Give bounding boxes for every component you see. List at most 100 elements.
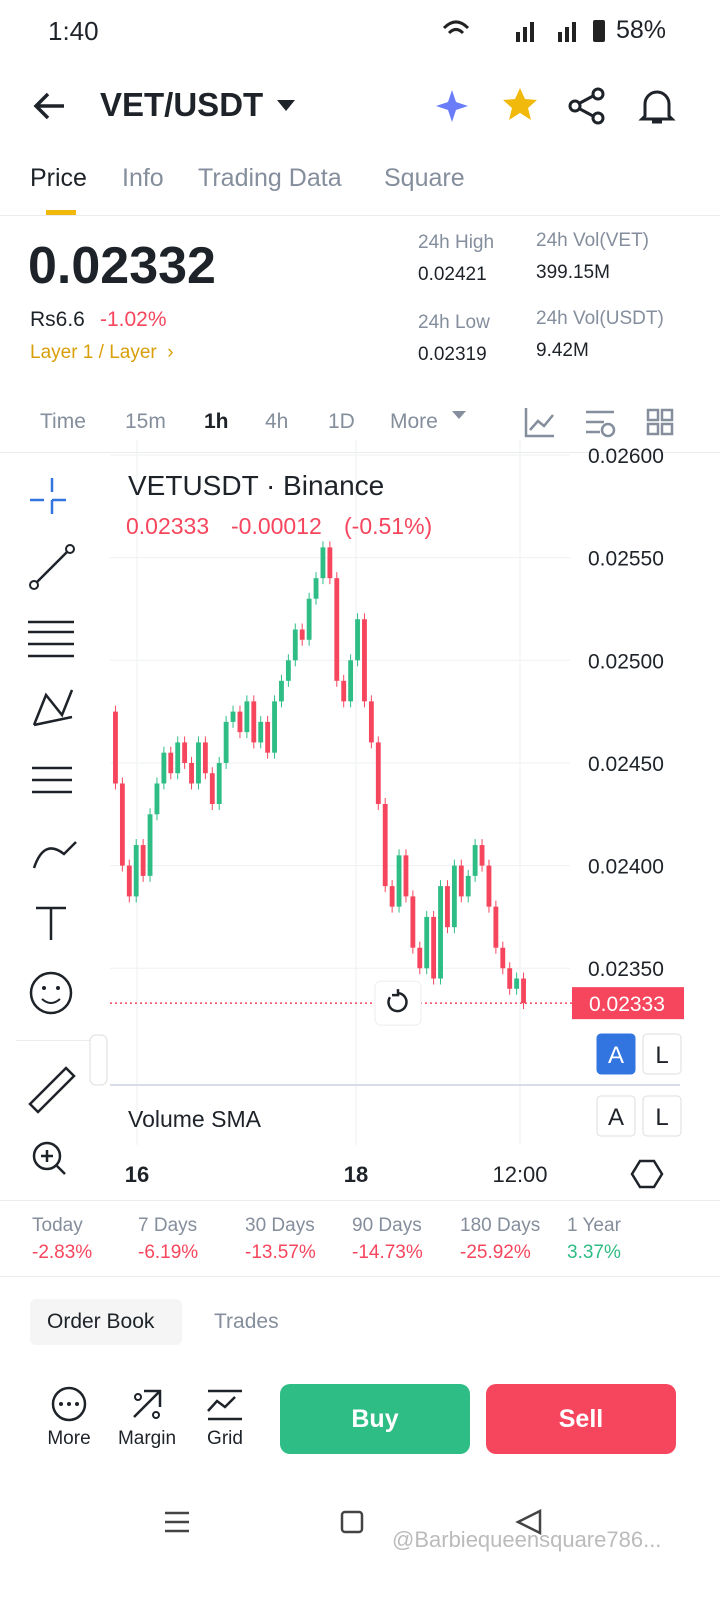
candle bbox=[403, 855, 409, 897]
candle bbox=[230, 711, 236, 722]
candle bbox=[417, 947, 423, 969]
interval[interactable]: 1h bbox=[204, 410, 229, 433]
candle bbox=[382, 804, 388, 887]
scale-l: L bbox=[655, 1104, 668, 1131]
candle bbox=[154, 783, 160, 815]
reset-button bbox=[374, 980, 422, 1026]
header-icons[interactable] bbox=[430, 84, 680, 128]
y-tick-label: 0.02550 bbox=[588, 548, 664, 571]
y-tick-label: 0.02350 bbox=[588, 958, 664, 981]
candle bbox=[334, 578, 340, 681]
candle bbox=[465, 875, 471, 897]
candle bbox=[113, 711, 118, 784]
candle bbox=[237, 711, 243, 733]
period-label: 7 Days bbox=[138, 1215, 198, 1236]
candle bbox=[431, 916, 437, 979]
buy-button[interactable]: Buy bbox=[280, 1384, 470, 1454]
interval[interactable]: More bbox=[390, 410, 438, 433]
ohlc: (-0.51%) bbox=[344, 513, 432, 539]
divider bbox=[0, 452, 720, 453]
action-label[interactable]: More bbox=[47, 1428, 91, 1449]
action-icons[interactable] bbox=[40, 1385, 260, 1425]
period-change: -2.83% bbox=[32, 1242, 93, 1263]
candle bbox=[196, 742, 201, 784]
candle bbox=[424, 916, 430, 969]
last-price-label: 0.02333 bbox=[589, 993, 665, 1016]
orderbook-tab[interactable]: Order Book bbox=[47, 1310, 155, 1333]
candle bbox=[126, 865, 132, 897]
candle bbox=[521, 978, 526, 1004]
watermark: @Barbiequeensquare786... bbox=[392, 1527, 662, 1552]
candle bbox=[341, 680, 347, 702]
candle bbox=[161, 752, 167, 784]
interval[interactable]: 1D bbox=[328, 410, 355, 433]
candle bbox=[396, 855, 402, 907]
period-change: 3.37% bbox=[567, 1242, 621, 1263]
volume-label: Volume SMA bbox=[128, 1106, 262, 1132]
scale-a: A bbox=[608, 1104, 624, 1131]
period-change: -25.92% bbox=[460, 1242, 531, 1263]
candle bbox=[189, 762, 194, 784]
candle bbox=[327, 547, 333, 579]
tab[interactable]: Trading Data bbox=[198, 164, 342, 192]
back-button[interactable] bbox=[30, 88, 70, 124]
drawing-tools[interactable] bbox=[20, 470, 85, 1180]
candle bbox=[265, 721, 271, 753]
x-tick-label: 18 bbox=[344, 1162, 368, 1187]
candle bbox=[458, 865, 464, 897]
fiat-price: Rs6.6 bbox=[30, 308, 85, 331]
sector-tag[interactable]: Layer 1 / Layer › bbox=[30, 342, 174, 363]
candle bbox=[202, 742, 208, 774]
interval[interactable]: 15m bbox=[125, 410, 166, 433]
candle bbox=[479, 845, 485, 866]
price-change: -1.02% bbox=[100, 308, 167, 331]
scale-l: L bbox=[655, 1042, 668, 1069]
more-arrow[interactable] bbox=[450, 408, 470, 422]
candle bbox=[410, 896, 416, 948]
action-label[interactable]: Margin bbox=[117, 1428, 177, 1449]
nav-bar[interactable] bbox=[160, 1505, 560, 1541]
divider bbox=[0, 215, 720, 216]
ohlc: -0.00012 bbox=[231, 513, 322, 539]
tab[interactable]: Square bbox=[384, 164, 465, 192]
reset-icon bbox=[387, 989, 408, 1013]
pair-title[interactable]: VET/USDT bbox=[100, 86, 264, 123]
candle bbox=[299, 629, 305, 640]
period-change: -6.19% bbox=[138, 1242, 199, 1263]
y-tick-label: 0.02400 bbox=[588, 856, 664, 879]
action-label[interactable]: Grid bbox=[207, 1428, 243, 1449]
x-tick-label: 12:00 bbox=[492, 1162, 547, 1187]
tab[interactable]: Price bbox=[30, 164, 87, 192]
stat-value: 9.42M bbox=[536, 340, 589, 361]
stat-label: 24h Vol(VET) bbox=[536, 230, 649, 251]
chart-tools[interactable] bbox=[520, 404, 680, 440]
interval[interactable]: Time bbox=[40, 410, 86, 433]
dropdown[interactable] bbox=[276, 98, 296, 112]
interval[interactable]: 4h bbox=[265, 410, 289, 433]
candle bbox=[244, 701, 250, 733]
candle bbox=[362, 619, 367, 702]
sector-text[interactable]: Layer 1 / Layer bbox=[30, 342, 157, 363]
period-label: 90 Days bbox=[352, 1215, 422, 1236]
divider bbox=[0, 1200, 720, 1201]
candle bbox=[168, 752, 174, 774]
ohlc: 0.02333 bbox=[126, 513, 209, 539]
trades-tab[interactable]: Trades bbox=[214, 1310, 279, 1333]
period-label: 30 Days bbox=[245, 1215, 315, 1236]
candle bbox=[493, 906, 499, 948]
candle bbox=[285, 660, 291, 681]
status-icons bbox=[442, 20, 605, 42]
candle bbox=[292, 629, 298, 661]
x-tick-label: 16 bbox=[125, 1162, 149, 1187]
status-time: 1:40 bbox=[48, 16, 99, 46]
last-price-tag bbox=[572, 987, 684, 1020]
sell-button[interactable]: Sell bbox=[486, 1384, 676, 1454]
tab[interactable]: Info bbox=[122, 164, 164, 192]
period-label: Today bbox=[32, 1215, 83, 1236]
candle bbox=[306, 598, 312, 640]
orderbook-tab-bg bbox=[30, 1299, 182, 1345]
period-label: 180 Days bbox=[460, 1215, 541, 1236]
candle bbox=[389, 886, 395, 907]
stat-value: 0.02421 bbox=[418, 264, 487, 285]
